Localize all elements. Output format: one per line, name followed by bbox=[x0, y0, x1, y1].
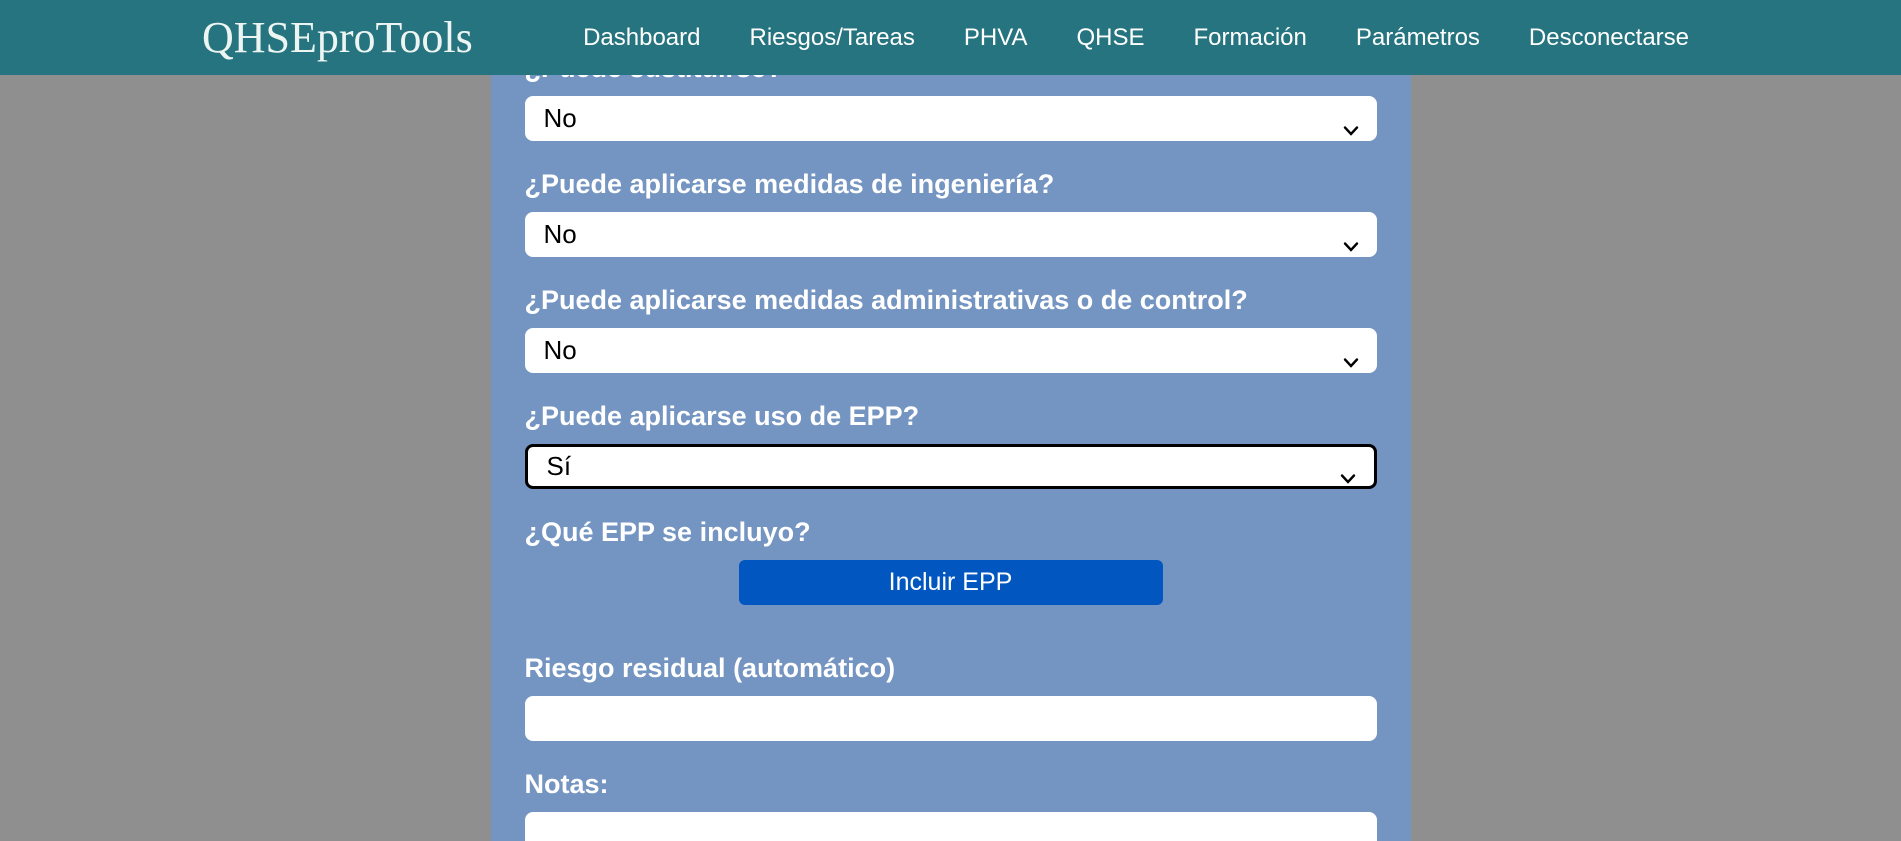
chevron-down-icon bbox=[1343, 345, 1359, 368]
label-uso-epp: ¿Puede aplicarse uso de EPP? bbox=[524, 401, 920, 431]
nav-item-riesgos-tareas[interactable]: Riesgos/Tareas bbox=[749, 23, 915, 51]
nav-item-qhse[interactable]: QHSE bbox=[1076, 23, 1145, 51]
nav-item-parametros[interactable]: Parámetros bbox=[1355, 23, 1480, 51]
select-value: No bbox=[543, 219, 577, 249]
page-body: ¿Puede sustituirse? No ¿Puede aplicarse … bbox=[0, 53, 1901, 841]
form-panel: ¿Puede sustituirse? No ¿Puede aplicarse … bbox=[490, 53, 1411, 841]
select-medidas-ingenieria[interactable]: No bbox=[524, 212, 1377, 257]
main-nav: Dashboard Riesgos/Tareas PHVA QHSE Forma… bbox=[583, 24, 1689, 52]
chevron-down-icon bbox=[1343, 113, 1359, 136]
select-value: No bbox=[543, 335, 577, 365]
label-riesgo-residual: Riesgo residual (automático) bbox=[524, 653, 896, 683]
nav-item-desconectarse[interactable]: Desconectarse bbox=[1528, 23, 1689, 51]
chevron-down-icon bbox=[1343, 229, 1359, 252]
label-que-epp-incluyo: ¿Qué EPP se incluyo? bbox=[524, 517, 811, 547]
riesgo-residual-input[interactable] bbox=[524, 696, 1377, 741]
nav-item-phva[interactable]: PHVA bbox=[963, 23, 1028, 51]
app-header: QHSEproTools Dashboard Riesgos/Tareas PH… bbox=[0, 0, 1901, 75]
select-medidas-administrativas[interactable]: No bbox=[524, 328, 1377, 373]
select-uso-epp[interactable]: Sí bbox=[524, 444, 1377, 489]
incluir-epp-button[interactable]: Incluir EPP bbox=[738, 560, 1163, 605]
select-value: Sí bbox=[546, 451, 572, 481]
label-medidas-ingenieria: ¿Puede aplicarse medidas de ingeniería? bbox=[524, 169, 1055, 199]
label-medidas-administrativas: ¿Puede aplicarse medidas administrativas… bbox=[524, 285, 1248, 315]
select-puede-sustituirse[interactable]: No bbox=[524, 96, 1377, 141]
select-value: No bbox=[543, 103, 577, 133]
chevron-down-icon bbox=[1340, 461, 1356, 484]
nav-item-formacion[interactable]: Formación bbox=[1193, 23, 1307, 51]
app-logo: QHSEproTools bbox=[202, 12, 473, 62]
nav-item-dashboard[interactable]: Dashboard bbox=[583, 23, 701, 51]
notas-textarea[interactable] bbox=[524, 812, 1377, 841]
label-notas: Notas: bbox=[524, 769, 609, 799]
